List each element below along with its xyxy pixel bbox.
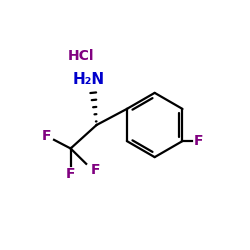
Text: F: F: [42, 129, 51, 143]
Text: HCl: HCl: [67, 49, 94, 63]
Text: F: F: [66, 168, 75, 181]
Text: H₂N: H₂N: [73, 72, 105, 87]
Text: F: F: [90, 162, 100, 176]
Text: F: F: [194, 134, 203, 148]
